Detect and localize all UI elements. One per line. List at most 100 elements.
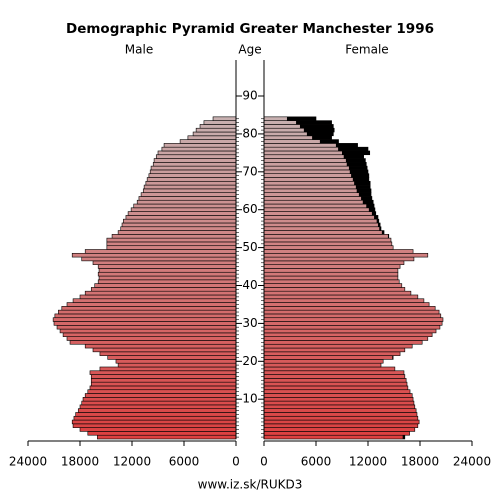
female-bar	[263, 423, 419, 428]
female-excess	[371, 211, 376, 216]
female-bar	[263, 332, 433, 337]
female-bar	[263, 203, 375, 209]
female-excess	[345, 158, 366, 163]
female-bar	[263, 294, 419, 300]
female-bar	[263, 268, 399, 273]
male-bar	[192, 131, 237, 137]
male-bar	[62, 332, 237, 337]
female-bar	[263, 290, 412, 296]
x-tick-label: 18000	[61, 455, 99, 469]
male-bar	[146, 177, 237, 182]
female-excess	[402, 435, 405, 439]
female-bar	[263, 211, 377, 216]
female-bar	[263, 351, 401, 356]
female-excess	[366, 204, 375, 208]
female-bar	[263, 328, 437, 334]
female-bar	[263, 226, 382, 231]
male-bar	[121, 222, 237, 228]
female-excess	[319, 139, 339, 144]
female-excess	[286, 116, 316, 121]
female-bar	[263, 196, 373, 201]
female-bar	[263, 313, 442, 319]
male-bar	[53, 321, 237, 326]
female-excess	[352, 177, 369, 182]
female-bar	[263, 431, 410, 436]
female-bar	[263, 188, 372, 193]
female-bar	[263, 271, 399, 277]
male-bar	[143, 184, 237, 190]
male-bar	[106, 241, 237, 247]
female-bar	[263, 215, 379, 220]
female-bar	[263, 385, 409, 391]
male-bar	[163, 143, 237, 148]
male-bar	[71, 419, 237, 425]
chart-title: Demographic Pyramid Greater Manchester 1…	[66, 21, 434, 37]
female-bar	[263, 317, 444, 322]
female-bar	[263, 343, 413, 349]
female-bar	[263, 199, 374, 205]
female-excess	[381, 230, 385, 235]
x-tick-label: 6000	[301, 455, 332, 469]
y-tick-label: 40	[242, 278, 257, 292]
male-bar	[98, 275, 237, 281]
x-tick-label: 0	[232, 455, 240, 469]
male-bar	[140, 192, 237, 197]
male-bar	[81, 400, 237, 406]
male-bar	[89, 370, 237, 375]
female-bar	[263, 370, 405, 375]
female-excess	[351, 173, 369, 178]
male-bar	[90, 287, 237, 292]
male-bar	[187, 135, 237, 140]
y-tick-label: 10	[242, 392, 257, 406]
male-bar	[130, 207, 237, 212]
female-bar	[263, 427, 416, 432]
female-bar	[263, 340, 423, 345]
male-bar	[106, 245, 237, 250]
male-bar	[90, 381, 237, 387]
male-bar	[99, 351, 237, 356]
female-bar	[263, 283, 403, 288]
female-excess	[346, 162, 367, 167]
female-bar	[263, 359, 384, 364]
female-excess	[354, 181, 371, 186]
male-bar	[84, 290, 237, 296]
female-bar	[263, 192, 372, 197]
female-bar	[263, 355, 394, 360]
y-tick-label: 60	[242, 202, 257, 216]
female-bar	[263, 264, 401, 269]
x-tick-label: 0	[260, 455, 268, 469]
male-bar	[138, 196, 237, 201]
x-tick-label: 6000	[169, 455, 200, 469]
female-bar	[263, 393, 413, 398]
female-excess	[296, 120, 332, 125]
male-bar	[61, 306, 237, 311]
male-bar	[111, 234, 237, 239]
male-bar	[84, 343, 237, 349]
female-bar	[263, 404, 416, 409]
male-bar	[142, 188, 237, 193]
female-excess	[376, 219, 379, 223]
y-tick-label: 70	[242, 164, 257, 178]
female-bar	[263, 347, 406, 353]
female-bar	[263, 309, 440, 315]
male-bar	[72, 298, 237, 303]
male-bar	[56, 324, 237, 330]
female-excess	[338, 147, 368, 151]
female-excess	[306, 132, 334, 136]
female-bar	[263, 362, 382, 368]
male-bar	[127, 211, 237, 216]
x-tick-label: 12000	[349, 455, 387, 469]
female-bar	[263, 366, 396, 372]
y-tick-label: 30	[242, 316, 257, 330]
male-bar	[97, 271, 237, 277]
male-bar	[117, 230, 237, 235]
female-bar	[263, 419, 420, 425]
female-bar	[263, 222, 381, 228]
male-bar	[97, 264, 237, 269]
male-bar	[157, 150, 237, 156]
male-bar	[72, 423, 237, 428]
female-excess	[387, 234, 389, 239]
female-excess	[355, 185, 371, 189]
male-bar	[92, 347, 237, 353]
